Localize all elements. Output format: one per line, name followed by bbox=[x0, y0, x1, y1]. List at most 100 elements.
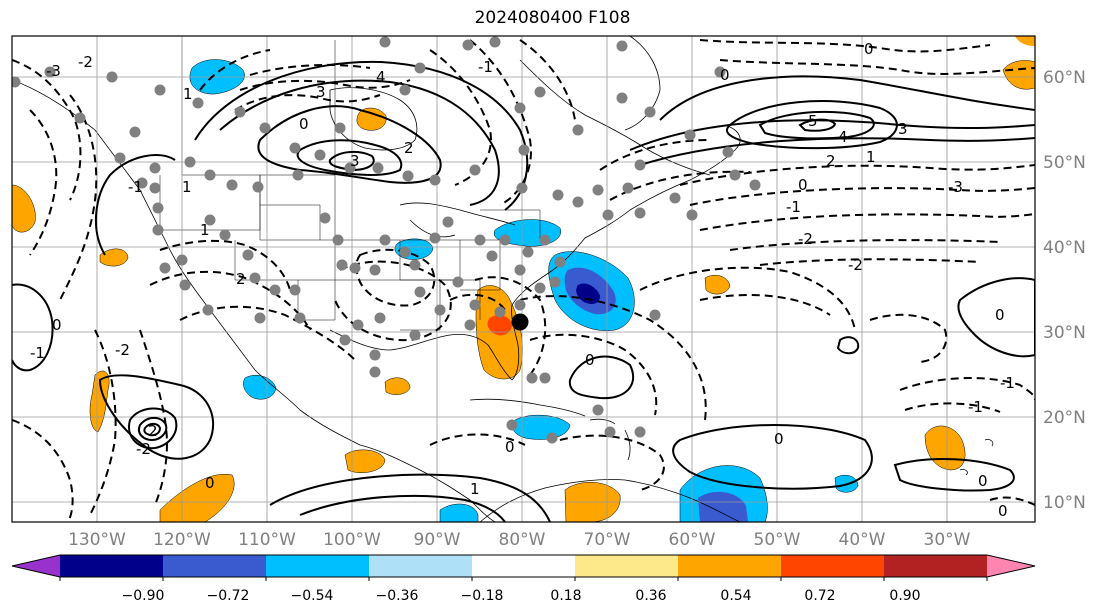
svg-text:80°W: 80°W bbox=[499, 530, 546, 550]
colorbar-tick-label: 0.18 bbox=[550, 588, 581, 604]
svg-text:-3: -3 bbox=[948, 178, 963, 196]
anomaly-pacific-orange-small bbox=[99, 248, 129, 267]
svg-text:-1: -1 bbox=[968, 398, 983, 416]
svg-text:120°W: 120°W bbox=[153, 530, 211, 550]
colorbar-bin bbox=[575, 555, 679, 577]
colorbar-bin bbox=[266, 555, 370, 577]
anomaly-europe-orange bbox=[1002, 60, 1035, 90]
coastline-gulf-florida bbox=[329, 124, 741, 381]
colorbar-tick-labels: −0.90 −0.72 −0.54 −0.36 −0.18 0.18 0.36 … bbox=[122, 588, 921, 604]
svg-text:-2: -2 bbox=[115, 341, 130, 359]
negative-contours bbox=[12, 39, 1035, 522]
coastline-azores bbox=[959, 439, 994, 476]
anomaly-florida-red bbox=[487, 315, 512, 336]
svg-text:0: 0 bbox=[978, 472, 988, 490]
anomaly-eastpac-orange-2 bbox=[159, 473, 235, 522]
svg-text:3: 3 bbox=[350, 152, 360, 170]
svg-text:2: 2 bbox=[826, 152, 836, 170]
svg-text:30°W: 30°W bbox=[924, 530, 971, 550]
station-dots bbox=[12, 36, 761, 444]
coastline-cuba bbox=[469, 398, 586, 417]
svg-text:-1: -1 bbox=[478, 58, 493, 76]
latitude-labels: 60°N 50°N 40°N 30°N 20°N 10°N bbox=[1043, 68, 1086, 513]
coastline-hudson bbox=[329, 87, 418, 151]
svg-text:1: 1 bbox=[866, 148, 876, 166]
colorbar-bin bbox=[472, 555, 576, 577]
colorbar-tick-label: −0.54 bbox=[291, 588, 334, 604]
map-frame bbox=[11, 35, 1036, 523]
colorbar-tick-label: −0.72 bbox=[207, 588, 250, 604]
coastline-south-america bbox=[479, 479, 741, 522]
svg-text:-1: -1 bbox=[1000, 374, 1015, 392]
svg-text:4: 4 bbox=[838, 128, 848, 146]
svg-text:130°W: 130°W bbox=[68, 530, 126, 550]
longitude-labels: 130°W 120°W 110°W 100°W 90°W 80°W 70°W 6… bbox=[68, 530, 971, 550]
svg-text:0: 0 bbox=[774, 430, 784, 448]
anomaly-hudson-orange bbox=[356, 107, 387, 131]
svg-text:-2: -2 bbox=[798, 230, 813, 248]
svg-text:-1: -1 bbox=[30, 344, 45, 362]
svg-text:0: 0 bbox=[998, 502, 1008, 520]
anomaly-tropatl-core bbox=[698, 491, 748, 522]
svg-text:0: 0 bbox=[720, 66, 730, 84]
svg-text:-3: -3 bbox=[46, 62, 61, 80]
svg-text:40°W: 40°W bbox=[839, 530, 886, 550]
colorbar-bin bbox=[678, 555, 782, 577]
anomaly-atlantic-coast-core bbox=[576, 283, 600, 304]
svg-text:5: 5 bbox=[808, 112, 818, 130]
svg-text:-1: -1 bbox=[128, 178, 143, 196]
svg-text:0: 0 bbox=[585, 351, 595, 369]
anomaly-centam-blue bbox=[439, 503, 479, 522]
colorbar-tick-label: 0.90 bbox=[889, 588, 920, 604]
coastline-labrador bbox=[519, 59, 711, 176]
map-title: 2024080400 F108 bbox=[474, 8, 631, 28]
svg-text:110°W: 110°W bbox=[238, 530, 296, 550]
colorbar-bin bbox=[60, 555, 164, 577]
svg-text:-2: -2 bbox=[136, 440, 151, 458]
svg-text:-1: -1 bbox=[786, 198, 801, 216]
svg-text:70°W: 70°W bbox=[584, 530, 631, 550]
colorbar-tick-label: 0.72 bbox=[804, 588, 835, 604]
colorbar-bin bbox=[781, 555, 885, 577]
svg-text:3: 3 bbox=[316, 83, 326, 101]
colorbar-bin bbox=[884, 555, 988, 577]
anomaly-arctic-orange bbox=[1015, 36, 1035, 46]
svg-text:0: 0 bbox=[995, 306, 1005, 324]
colorbar-extend-low bbox=[12, 555, 60, 577]
svg-text:1: 1 bbox=[182, 178, 192, 196]
svg-text:0: 0 bbox=[798, 176, 808, 194]
svg-text:60°W: 60°W bbox=[669, 530, 716, 550]
anomaly-midatl-orange bbox=[704, 275, 731, 295]
svg-text:100°W: 100°W bbox=[323, 530, 381, 550]
coastline-greenland bbox=[624, 36, 661, 131]
svg-text:1: 1 bbox=[470, 480, 480, 498]
svg-text:1: 1 bbox=[183, 85, 193, 103]
colorbar-extend-high bbox=[987, 555, 1035, 577]
colorbar bbox=[11, 554, 1036, 581]
svg-text:0: 0 bbox=[864, 40, 874, 58]
colorbar-tick-label: −0.18 bbox=[461, 588, 504, 604]
svg-text:-2: -2 bbox=[78, 53, 93, 71]
anomaly-eastpac-orange-1 bbox=[344, 449, 386, 473]
svg-text:-2: -2 bbox=[848, 256, 863, 274]
svg-text:10°N: 10°N bbox=[1043, 493, 1086, 513]
svg-text:4: 4 bbox=[376, 68, 386, 86]
svg-text:0: 0 bbox=[505, 438, 515, 456]
svg-text:2: 2 bbox=[148, 422, 158, 440]
anomaly-pacific-west-orange bbox=[12, 184, 36, 233]
svg-text:2: 2 bbox=[236, 270, 246, 288]
svg-text:1: 1 bbox=[200, 221, 210, 239]
svg-text:0: 0 bbox=[299, 115, 309, 133]
storm-center-marker bbox=[511, 313, 529, 331]
svg-text:90°W: 90°W bbox=[414, 530, 461, 550]
colorbar-tick-label: −0.90 bbox=[122, 588, 165, 604]
svg-text:0: 0 bbox=[52, 316, 62, 334]
svg-text:50°N: 50°N bbox=[1043, 153, 1086, 173]
colorbar-tick-label: 0.54 bbox=[720, 588, 751, 604]
svg-text:60°N: 60°N bbox=[1043, 68, 1086, 88]
svg-text:2: 2 bbox=[404, 139, 414, 157]
svg-text:30°N: 30°N bbox=[1043, 323, 1086, 343]
colorbar-bin bbox=[369, 555, 473, 577]
colorbar-bin bbox=[163, 555, 267, 577]
